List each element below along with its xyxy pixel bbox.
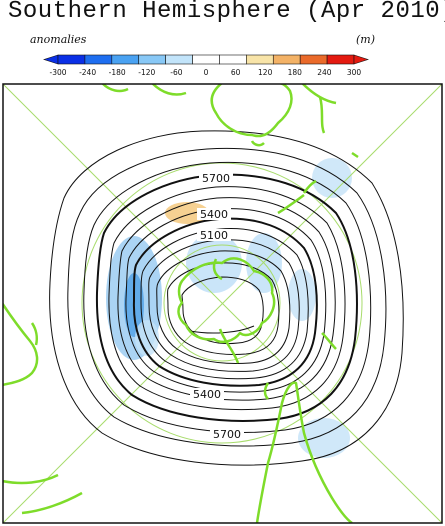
map-grid	[3, 84, 442, 523]
contour-label: 5700	[202, 172, 230, 185]
colorbar-cell	[111, 54, 140, 65]
colorbar-tick-label: 300	[347, 68, 362, 77]
colorbar-cell	[326, 54, 355, 65]
colorbar-cell	[165, 54, 193, 65]
colorbar-tick-label: 0	[204, 68, 209, 77]
colorbar-cell	[299, 54, 328, 65]
contour-label: 5400	[200, 208, 228, 221]
colorbar-cell	[246, 54, 274, 65]
colorbar-tick-label: -240	[79, 68, 96, 77]
colorbar-tick-label: 240	[317, 68, 332, 77]
colorbar-tick-label: 60	[231, 68, 241, 77]
coastlines	[3, 84, 359, 523]
colorbar-arrow-left	[43, 54, 59, 65]
colorbar-cell	[192, 54, 220, 65]
colorbar-cell	[219, 54, 247, 65]
colorbar-arrow-right	[353, 54, 369, 65]
colorbar-cell	[272, 54, 301, 65]
anomaly-colorbar: -300 -240 -180 -120 -60 0 60 120 180 240 300	[43, 54, 369, 77]
contour-label: 5400	[193, 388, 221, 401]
contour-labels: 5700 5400 5100 5400 5700	[190, 172, 244, 441]
colorbar-tick-label: -300	[49, 68, 66, 77]
geopotential-height-map: 5700 5400 5100 5400 5700	[2, 83, 443, 524]
colorbar-tick-label: -120	[138, 68, 155, 77]
contour-label: 5700	[213, 428, 241, 441]
colorbar-unit: (m)	[356, 33, 376, 46]
height-contours	[49, 130, 404, 466]
colorbar-label: anomalies	[30, 33, 87, 46]
colorbar-cell	[138, 54, 166, 65]
anomaly-shading	[106, 158, 352, 458]
colorbar-cell	[84, 54, 113, 65]
colorbar-tick-label: -60	[170, 68, 182, 77]
colorbar-tick-label: -180	[109, 68, 126, 77]
colorbar-cell	[57, 54, 86, 65]
contour-label: 5100	[200, 229, 228, 242]
map-frame	[2, 83, 443, 524]
colorbar-tick-label: 180	[288, 68, 303, 77]
colorbar-tick-label: 120	[258, 68, 273, 77]
map-title: Southern Hemisphere (Apr 2010)	[8, 0, 445, 25]
